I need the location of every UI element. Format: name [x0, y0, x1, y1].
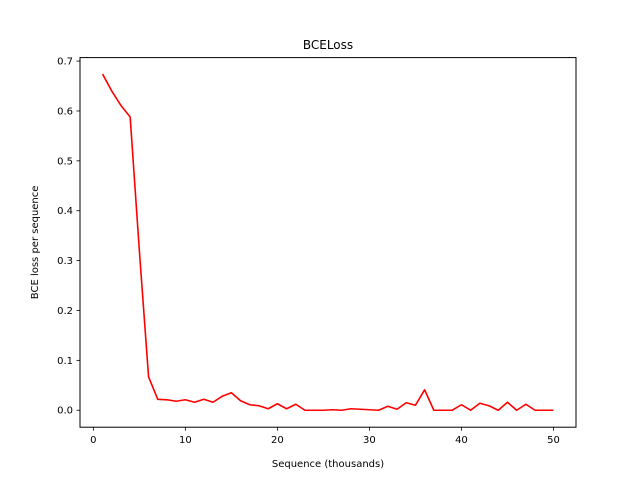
- y-axis-title: BCE loss per sequence: [30, 186, 41, 300]
- x-tick-label: 40: [455, 435, 468, 446]
- y-tick-label: 0.0: [57, 406, 73, 417]
- x-tick-label: 0: [90, 435, 96, 446]
- y-tick-label: 0.2: [57, 306, 73, 317]
- x-tick-label: 30: [363, 435, 376, 446]
- plot-frame: [79, 57, 577, 428]
- x-axis-ticks: 0 10 20 30 40 50: [90, 427, 560, 446]
- plot-area: 0 10 20 30 40 50 0.0 0.1 0.2 0.3 0.4 0.5 0.6 0.7: [57, 57, 577, 446]
- y-axis-ticks: 0.0 0.1 0.2 0.3 0.4 0.5 0.6 0.7: [57, 57, 80, 417]
- y-tick-label: 0.5: [57, 156, 73, 167]
- y-tick-label: 0.7: [57, 57, 73, 68]
- x-tick-label: 10: [179, 435, 192, 446]
- loss-series-line: [101, 73, 554, 412]
- chart-title: BCELoss: [303, 38, 353, 52]
- x-axis-title: Sequence (thousands): [272, 459, 384, 470]
- y-tick-label: 0.4: [57, 206, 73, 217]
- y-tick-label: 0.1: [57, 356, 73, 367]
- y-tick-label: 0.6: [57, 106, 73, 117]
- x-tick-label: 20: [271, 435, 284, 446]
- x-tick-label: 50: [547, 435, 560, 446]
- y-tick-label: 0.3: [57, 256, 73, 267]
